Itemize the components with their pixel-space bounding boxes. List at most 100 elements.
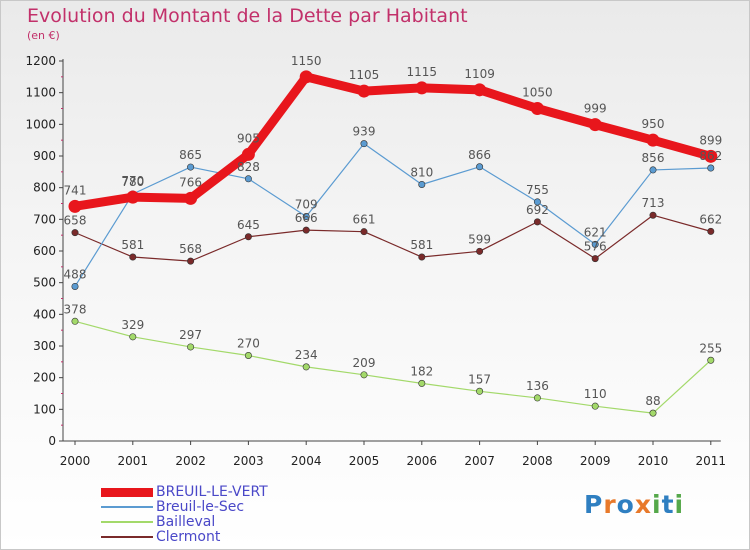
data-point	[591, 402, 599, 410]
y-tick-label: 200	[33, 371, 56, 385]
data-point	[707, 356, 715, 364]
data-point	[418, 379, 426, 387]
x-tick-label: 2007	[464, 454, 495, 468]
series-line-2	[74, 320, 712, 414]
data-point	[707, 227, 715, 235]
legend-swatch	[101, 487, 153, 497]
logo-letter: P	[584, 490, 604, 519]
data-point	[360, 371, 368, 379]
data-label: 709	[295, 197, 318, 211]
data-point	[244, 233, 252, 241]
data-point	[418, 181, 426, 189]
data-label: 88	[645, 394, 660, 408]
y-tick-label: 1100	[25, 86, 56, 100]
data-label: 939	[353, 125, 376, 139]
data-label: 899	[699, 133, 722, 147]
logo-letter: x	[634, 490, 652, 519]
data-point	[649, 166, 657, 174]
data-point	[649, 409, 657, 417]
legend-swatch	[101, 536, 153, 538]
legend-item: Bailleval	[101, 515, 301, 530]
data-label: 658	[64, 214, 87, 228]
legend-label: Breuil-le-Sec	[156, 499, 245, 515]
data-label: 234	[295, 348, 318, 362]
logo-letter: t	[661, 490, 675, 519]
data-point	[588, 118, 602, 132]
x-tick-label: 2006	[407, 454, 438, 468]
x-tick-label: 2003	[233, 454, 264, 468]
x-tick-label: 2010	[638, 454, 669, 468]
y-tick-label: 600	[33, 244, 56, 258]
data-point	[591, 255, 599, 263]
data-label: 136	[526, 379, 549, 393]
data-label: 157	[468, 372, 491, 386]
data-point	[126, 190, 140, 204]
x-tick-label: 2004	[291, 454, 322, 468]
data-point	[71, 229, 79, 237]
data-label: 621	[584, 225, 607, 239]
data-label: 999	[584, 102, 607, 116]
data-label: 766	[179, 175, 202, 189]
legend-item: Clermont	[101, 530, 301, 545]
data-label: 741	[64, 183, 87, 197]
data-label: 488	[64, 267, 87, 281]
series-line-1	[74, 143, 712, 288]
logo-letter: r	[603, 490, 617, 519]
data-label: 1050	[522, 86, 553, 100]
data-point	[299, 70, 313, 84]
data-point	[71, 282, 79, 290]
data-point	[187, 163, 195, 171]
data-point	[184, 191, 198, 205]
data-label: 1105	[349, 68, 380, 82]
data-point	[476, 387, 484, 395]
data-label: 581	[410, 238, 433, 252]
data-point	[649, 211, 657, 219]
data-label: 770	[121, 174, 144, 188]
data-label: 270	[237, 337, 260, 351]
x-tick-label: 2002	[175, 454, 206, 468]
data-point	[360, 140, 368, 148]
data-label: 865	[179, 148, 202, 162]
data-point	[476, 247, 484, 255]
y-tick-label: 300	[33, 339, 56, 353]
y-tick-label: 400	[33, 307, 56, 321]
data-point	[533, 394, 541, 402]
data-point	[415, 81, 429, 95]
data-labels: 658 581 568 645 666 661 581 599 692 576 713 662 378 3…	[64, 54, 723, 408]
logo-letter: i	[652, 490, 662, 519]
x-tick-label: 2008	[522, 454, 553, 468]
data-label: 378	[64, 302, 87, 316]
logo-letter: o	[616, 490, 635, 519]
x-tick-label: 2005	[349, 454, 380, 468]
data-label: 581	[121, 238, 144, 252]
data-label: 1109	[464, 67, 495, 81]
data-point	[707, 164, 715, 172]
data-point	[244, 351, 252, 359]
data-point	[129, 253, 137, 261]
data-label: 950	[642, 117, 665, 131]
data-point	[244, 175, 252, 183]
data-point	[418, 253, 426, 261]
data-label: 828	[237, 160, 260, 174]
y-tick-label: 1000	[25, 117, 56, 131]
data-point	[646, 133, 660, 147]
legend-swatch	[101, 506, 153, 508]
series-line-0	[70, 72, 716, 211]
legend-label: Bailleval	[156, 514, 216, 530]
y-tick-label: 1200	[25, 54, 56, 68]
data-point	[187, 343, 195, 351]
logo-letter: i	[674, 490, 685, 519]
chart-title: Evolution du Montant de la Dette par Hab…	[27, 5, 468, 27]
data-point	[68, 199, 82, 213]
legend-label: Clermont	[156, 529, 221, 545]
data-label: 810	[410, 166, 433, 180]
legend-swatch	[101, 521, 153, 523]
data-point	[241, 147, 255, 161]
data-label: 110	[584, 387, 607, 401]
data-point	[302, 363, 310, 371]
data-point	[360, 228, 368, 236]
data-label: 209	[353, 356, 376, 370]
data-label: 568	[179, 242, 202, 256]
